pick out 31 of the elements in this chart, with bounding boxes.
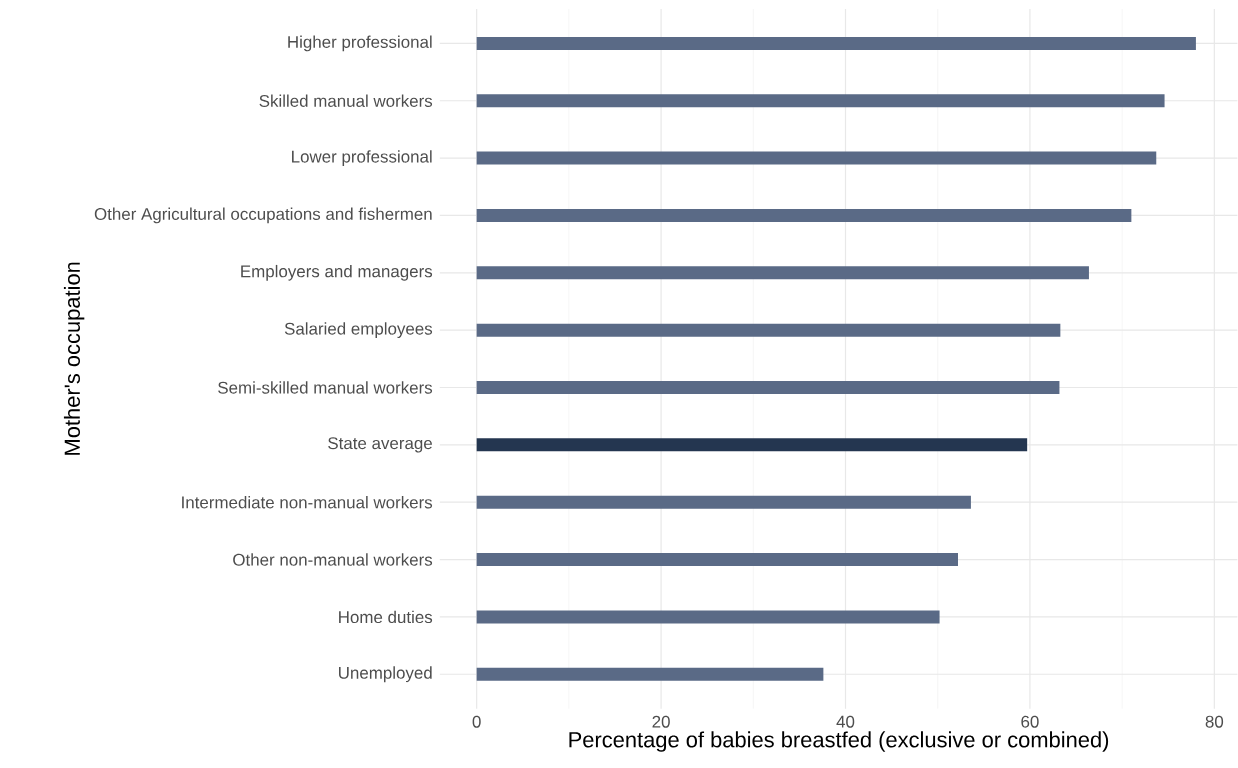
bar bbox=[476, 381, 1060, 395]
y-tick-label: State average bbox=[328, 437, 432, 453]
x-tick-label: 80 bbox=[1205, 715, 1224, 728]
x-tick-label: 40 bbox=[836, 715, 855, 728]
y-tick-label: Salaried employees bbox=[284, 322, 433, 339]
bar bbox=[476, 323, 1061, 337]
bar bbox=[476, 438, 1028, 452]
y-tick-label: Other Agricultural occupations and fishermen bbox=[94, 207, 432, 224]
y-tick-label: Higher professional bbox=[288, 35, 432, 52]
y-tick-label: Employers and managers bbox=[241, 265, 433, 281]
bar bbox=[476, 151, 1157, 165]
bar bbox=[476, 553, 958, 567]
bar bbox=[476, 94, 1165, 108]
y-tick-label: Other non-manual workers bbox=[233, 553, 433, 566]
x-tick-label: 60 bbox=[1021, 715, 1039, 728]
bar bbox=[476, 610, 940, 624]
y-tick-label: Home duties bbox=[339, 610, 433, 624]
bar bbox=[476, 266, 1089, 280]
y-tick-label: Semi-skilled manual workers bbox=[218, 381, 433, 394]
x-tick-label: 20 bbox=[652, 715, 670, 728]
y-tick-label: Skilled manual workers bbox=[259, 94, 433, 108]
y-tick-label: Unemployed bbox=[339, 666, 432, 683]
x-tick-label: 0 bbox=[472, 715, 481, 728]
bar bbox=[476, 209, 1132, 223]
bar bbox=[476, 667, 824, 681]
y-tick-label: Lower professional bbox=[292, 150, 432, 167]
bar bbox=[476, 37, 1196, 51]
x-axis-title: Percentage of babies breastfed (exclusive or combined) bbox=[569, 731, 1109, 752]
bar bbox=[476, 495, 971, 509]
y-tick-label: Intermediate non-manual workers bbox=[182, 496, 433, 509]
y-axis-title: Mother's occupation bbox=[63, 262, 85, 455]
